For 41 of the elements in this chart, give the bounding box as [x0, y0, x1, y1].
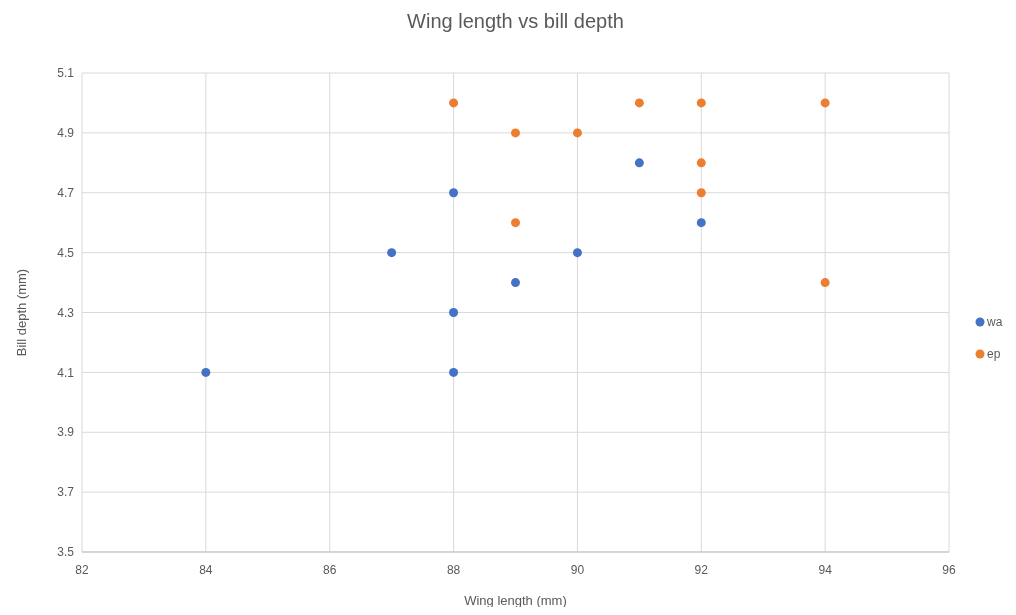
x-axis-title: Wing length (mm)	[464, 593, 567, 608]
y-tick-label: 3.9	[57, 425, 75, 440]
point	[511, 128, 520, 138]
point	[201, 367, 211, 377]
y-axis-title: Bill depth (mm)	[14, 268, 29, 357]
y-tick-label: 4.1	[57, 365, 75, 380]
point	[387, 248, 397, 258]
point	[449, 98, 459, 108]
point	[511, 218, 520, 228]
x-tick-label: 84	[199, 563, 213, 577]
point	[449, 308, 459, 317]
point	[572, 248, 582, 258]
legend-label: ep	[987, 347, 1001, 362]
y-tick-label: 4.5	[57, 245, 75, 260]
x-tick-label: 90	[570, 563, 585, 577]
point	[820, 98, 830, 108]
point	[820, 278, 830, 288]
x-tick-label: 82	[75, 563, 89, 577]
y-tick-label: 4.3	[57, 305, 75, 320]
y-tick-label: 3.7	[57, 485, 75, 500]
x-tick-label: 92	[694, 563, 709, 577]
point	[696, 218, 706, 228]
legend-label: wa	[986, 315, 1003, 330]
point	[449, 367, 459, 377]
chart-title: Wing length vs bill depth	[407, 10, 624, 32]
point	[572, 128, 582, 138]
point	[449, 188, 459, 198]
point	[634, 98, 644, 108]
y-tick-label: 5.1	[57, 66, 75, 81]
y-tick-label: 4.9	[57, 126, 75, 141]
x-tick-label: 94	[818, 563, 833, 577]
y-tick-label: 4.7	[57, 185, 75, 200]
point	[696, 188, 706, 198]
x-tick-label: 86	[323, 563, 337, 577]
point	[696, 158, 706, 168]
point	[696, 98, 706, 108]
x-tick-label: 96	[942, 563, 956, 577]
point	[634, 158, 644, 168]
point	[511, 278, 520, 288]
y-tick-label: 3.5	[57, 545, 75, 560]
x-tick-label: 88	[446, 563, 461, 577]
